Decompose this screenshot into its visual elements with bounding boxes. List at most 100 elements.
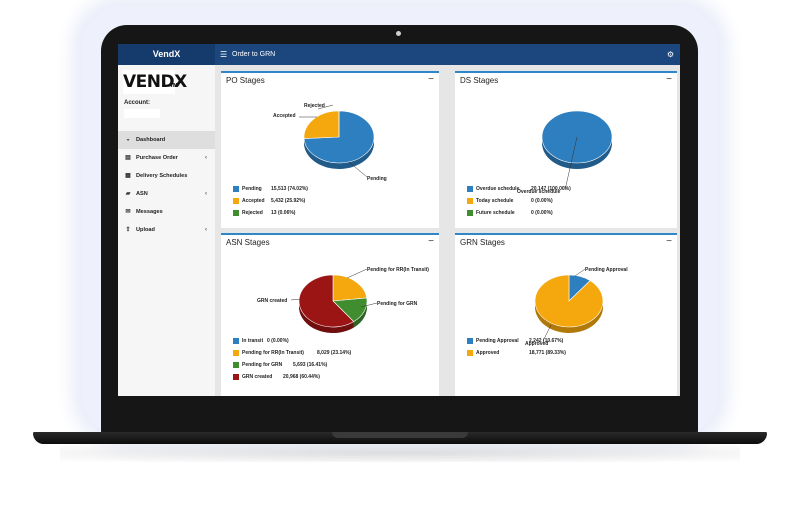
envelope-icon: ✉: [125, 209, 131, 215]
grn-stages-pie-chart: Pending Approval Approved: [525, 267, 628, 347]
upload-icon: ⇪: [125, 227, 131, 233]
laptop-shadow: [60, 444, 740, 462]
asn-stages-pie-chart: Pending for RR(In Transit) Pending for G…: [257, 267, 429, 333]
legend-label: In transit: [242, 338, 264, 344]
legend-swatch: [233, 198, 239, 204]
legend-value: 0 (0.00%): [267, 338, 289, 344]
collapse-button[interactable]: −: [666, 236, 672, 247]
panel-title: ASN Stages: [226, 238, 270, 247]
legend-swatch: [233, 374, 239, 380]
legend-swatch: [467, 186, 473, 192]
ds-stages-pie-chart: Overdue schedule: [517, 110, 613, 195]
po-stages-panel: PO Stages − Rejected Accepted Pending Pe…: [221, 71, 439, 228]
laptop-base: [33, 432, 767, 444]
legend-label: Future schedule: [476, 210, 515, 216]
legend-label: Accepted: [242, 198, 265, 204]
calendar-icon: ▦: [125, 173, 131, 179]
pie-leader-line: [564, 136, 578, 191]
pie-slice-accepted[interactable]: [303, 110, 340, 139]
hamburger-icon[interactable]: ☰: [220, 50, 228, 59]
sidebar-nav: ◒ Dashboard ▤ Purchase Order ‹ ▦ Deliver…: [118, 131, 215, 239]
sidebar-item-upload[interactable]: ⇪ Upload ‹: [118, 221, 215, 239]
pie-label-overdue: Overdue schedule: [517, 189, 561, 195]
chevron-left-icon: ‹: [205, 191, 207, 197]
sidebar-item-label: Dashboard: [136, 137, 166, 143]
logo-text: VENDX: [123, 72, 187, 92]
ds-stages-panel: DS Stages − Overdue schedule Overdue sch…: [455, 71, 677, 228]
sidebar-item-asn[interactable]: ▰ ASN ‹: [118, 185, 215, 203]
legend-label: Today schedule: [476, 198, 514, 204]
collapse-button[interactable]: −: [428, 74, 434, 85]
logo-trademark: TM: [170, 83, 178, 89]
legend-value: 5,432 (25.92%): [271, 198, 306, 204]
legend-swatch: [233, 362, 239, 368]
sidebar: VENDX TM Account: ◒ Dashboard ▤ Purchase…: [118, 65, 215, 396]
legend-value: 20,968 (60.44%): [283, 374, 320, 380]
pie-leader-line: [346, 268, 368, 279]
sidebar-item-label: ASN: [136, 191, 148, 197]
legend-value: 15,513 (74.02%): [271, 186, 308, 192]
legend-label: GRN created: [242, 374, 273, 380]
pie-slice-grn-created[interactable]: [298, 274, 355, 328]
legend-label: Rejected: [242, 210, 263, 216]
account-name-redacted: [124, 109, 160, 118]
legend-value: 20,147 (100.00%): [531, 186, 571, 192]
pie-label-pending-approval: Pending Approval: [585, 267, 628, 273]
legend-value: 5,693 (16.41%): [293, 362, 328, 368]
legend-value: 8,029 (23.14%): [317, 350, 352, 356]
legend-value: 13 (0.06%): [271, 210, 296, 216]
sidebar-item-dashboard[interactable]: ◒ Dashboard: [118, 131, 215, 149]
sidebar-item-label: Delivery Schedules: [136, 173, 188, 179]
pie-leader-line: [574, 268, 586, 277]
truck-icon: ▰: [125, 191, 131, 197]
webcam: [396, 31, 401, 36]
panel-title: GRN Stages: [460, 238, 505, 247]
sidebar-item-label: Purchase Order: [136, 155, 178, 161]
legend-swatch: [233, 338, 239, 344]
chevron-left-icon: ‹: [205, 227, 207, 233]
collapse-button[interactable]: −: [666, 74, 672, 85]
sidebar-item-purchase-order[interactable]: ▤ Purchase Order ‹: [118, 149, 215, 167]
collapse-button[interactable]: −: [428, 236, 434, 247]
legend-swatch: [233, 210, 239, 216]
pie-leader-line: [290, 298, 302, 301]
pie-leader-line: [360, 302, 378, 308]
grn-stages-panel: GRN Stages − Pending Approval Approved P…: [455, 233, 677, 396]
panel-title: PO Stages: [226, 76, 265, 85]
pie-slice-approved[interactable]: [534, 274, 604, 328]
legend-value: 0 (0.00%): [531, 210, 553, 216]
top-bar: VendX ☰ Order to GRN ⚙: [118, 44, 680, 65]
legend-value: 18,771 (89.33%): [529, 350, 566, 356]
pie-label-approved: Approved: [525, 341, 548, 347]
legend-swatch: [233, 186, 239, 192]
sidebar-item-messages[interactable]: ✉ Messages: [118, 203, 215, 221]
brand-name[interactable]: VendX: [118, 44, 215, 65]
po-stages-pie-chart: Rejected Accepted Pending: [273, 103, 387, 182]
legend-label: Pending: [242, 186, 262, 192]
pie-label-grn-created: GRN created: [257, 298, 287, 304]
page-title: Order to GRN: [232, 51, 276, 58]
pie-label-accepted: Accepted: [273, 113, 296, 119]
legend-swatch: [233, 350, 239, 356]
sidebar-item-label: Messages: [136, 209, 163, 215]
legend-label: Approved: [476, 350, 500, 356]
legend-swatch: [467, 210, 473, 216]
legend-swatch: [467, 198, 473, 204]
pie-slice-pending-for-rr-in-transit[interactable]: [332, 274, 368, 302]
chevron-left-icon: ‹: [205, 155, 207, 161]
vendx-logo: VENDX TM: [123, 70, 187, 94]
dashboard-icon: ◒: [126, 137, 130, 143]
gear-icon[interactable]: ⚙: [666, 50, 674, 59]
pie-leader-line: [542, 324, 552, 342]
sidebar-item-delivery-schedules[interactable]: ▦ Delivery Schedules: [118, 167, 215, 185]
pie-label-pending-rr: Pending for RR(In Transit): [367, 267, 429, 273]
pie-leader-line: [317, 104, 334, 110]
account-label: Account:: [124, 100, 150, 106]
legend-label: Pending for GRN: [242, 362, 283, 368]
asn-stages-panel: ASN Stages − Pending for RR(In Transit) …: [221, 233, 439, 396]
sidebar-item-label: Upload: [136, 227, 155, 233]
document-icon: ▤: [125, 155, 131, 161]
pie-slice-pending[interactable]: [303, 110, 375, 164]
laptop-notch: [332, 432, 468, 438]
pie-label-pending: Pending: [367, 176, 387, 182]
